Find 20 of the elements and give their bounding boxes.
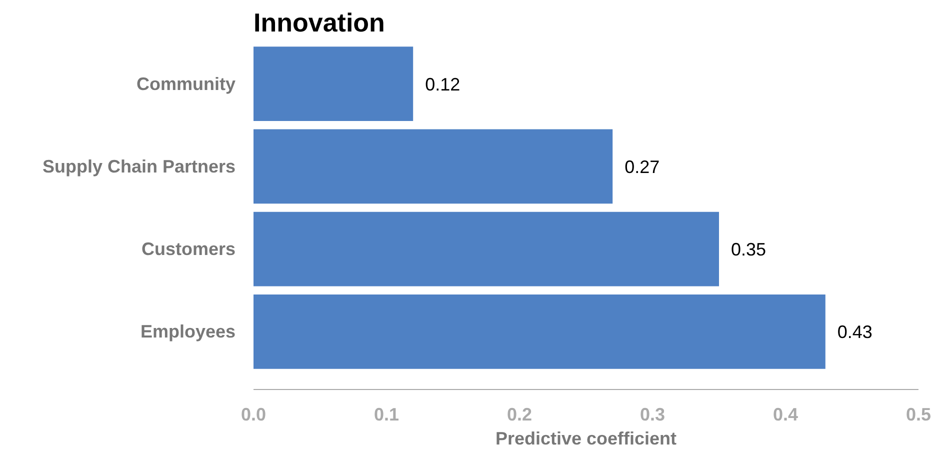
- bar: [254, 46, 414, 121]
- y-tick-label: Supply Chain Partners: [42, 156, 236, 176]
- x-tick-label: 0.1: [374, 404, 400, 424]
- chart-title: Innovation: [254, 8, 385, 38]
- y-tick-label: Customers: [141, 239, 236, 260]
- bar: [254, 129, 613, 204]
- data-label: 0.43: [837, 322, 872, 342]
- y-tick-label: Employees: [140, 322, 236, 342]
- data-label: 0.35: [731, 240, 766, 260]
- x-tick-label: 0.3: [640, 404, 666, 424]
- x-axis-title: Predictive coefficient: [495, 428, 677, 448]
- bar: [254, 212, 719, 286]
- data-label: 0.12: [425, 74, 460, 94]
- x-tick-label: 0.5: [906, 404, 932, 424]
- data-label: 0.27: [624, 156, 660, 177]
- y-tick-label: Community: [136, 74, 236, 94]
- x-tick-label: 0.2: [506, 404, 532, 424]
- x-tick-label: 0.4: [772, 404, 798, 424]
- x-tick-label: 0.0: [240, 404, 266, 424]
- bar: [254, 294, 826, 369]
